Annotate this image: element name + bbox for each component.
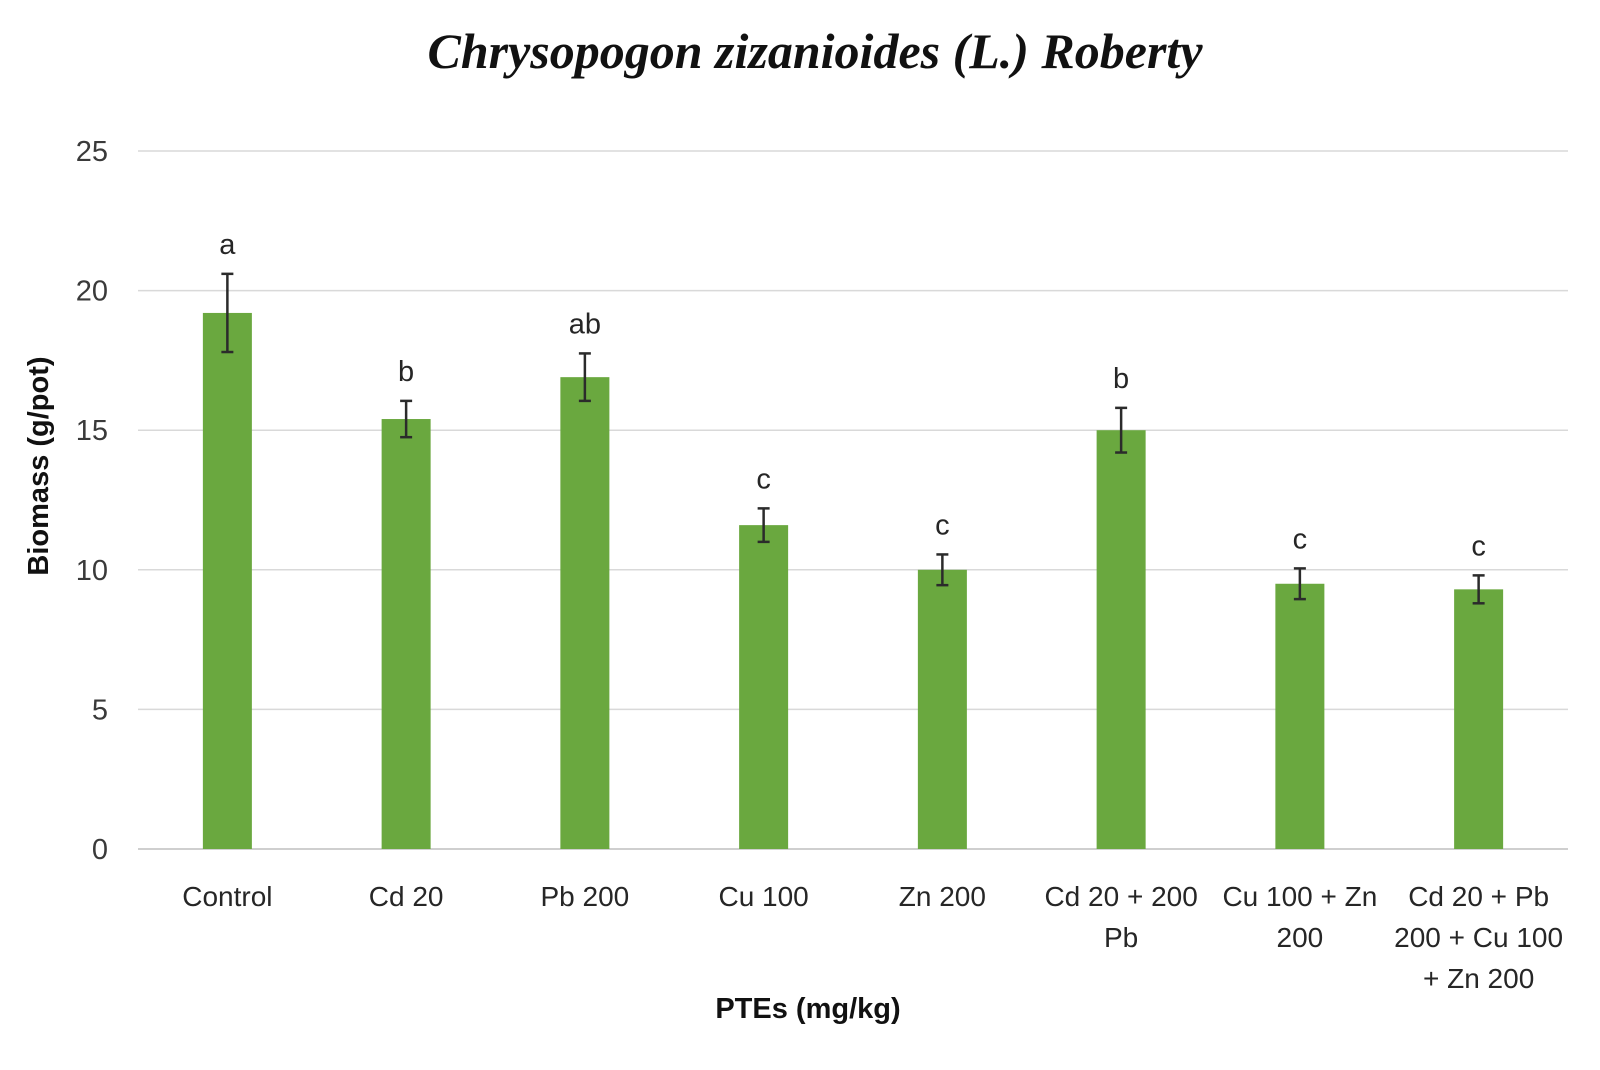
significance-label: b	[398, 356, 414, 388]
significance-label: c	[1293, 523, 1308, 555]
x-category-label: Control	[182, 881, 272, 912]
x-category-label-line: Cu 100 + Zn	[1222, 881, 1377, 912]
y-tick-label: 20	[76, 276, 108, 308]
x-category-label-line: Control	[182, 881, 272, 912]
x-category-label-line: 200 + Cu 100	[1394, 922, 1563, 953]
significance-label: ab	[569, 308, 601, 340]
significance-label: c	[756, 463, 771, 495]
bar	[560, 377, 610, 849]
x-axis-categories: Control Cd 20 Pb 200 Cu 100 Zn 200 Cd 20 + 20…	[182, 881, 1563, 994]
x-category-label: Cd 20 + Pb 200 + Cu 100 + Zn 200	[1394, 881, 1563, 994]
significance-label: c	[935, 509, 950, 541]
y-tick-label: 5	[92, 694, 108, 726]
bar	[917, 569, 967, 849]
y-tick-label: 25	[76, 136, 108, 168]
significance-label: c	[1471, 530, 1486, 562]
x-category-label: Zn 200	[899, 881, 986, 912]
x-category-label-line: Zn 200	[899, 881, 986, 912]
y-tick-label: 15	[76, 415, 108, 447]
x-category-label-line: + Zn 200	[1423, 963, 1534, 994]
y-axis-title: Biomass (g/pot)	[23, 356, 55, 575]
x-category-label-line: Pb 200	[541, 881, 630, 912]
significance-label: b	[1113, 363, 1129, 395]
x-category-label-line: Cd 20 + Pb	[1408, 881, 1549, 912]
error-bars	[221, 272, 1485, 605]
bars	[202, 312, 1504, 849]
chart-title: Chrysopogon zizanioides (L.) Roberty	[427, 23, 1203, 79]
y-tick-label: 10	[76, 555, 108, 587]
grid-lines	[138, 150, 1568, 850]
x-category-label-line: Cd 20	[369, 881, 444, 912]
x-category-label-line: Cd 20 + 200	[1044, 881, 1197, 912]
bar	[1096, 430, 1146, 849]
bar	[739, 525, 789, 849]
x-category-label-line: Cu 100	[718, 881, 808, 912]
x-category-label: Cu 100 + Zn 200	[1222, 881, 1377, 953]
x-category-label: Cd 20 + 200 Pb	[1044, 881, 1197, 953]
y-tick-label: 0	[92, 834, 108, 866]
bar	[381, 419, 431, 849]
bar	[1454, 589, 1504, 849]
x-axis-title: PTEs (mg/kg)	[715, 993, 900, 1025]
x-category-label-line: 200	[1277, 922, 1324, 953]
x-category-label: Cu 100	[718, 881, 808, 912]
y-axis-ticks: 0 5 10 15 20 25	[76, 136, 108, 866]
x-category-label-line: Pb	[1104, 922, 1138, 953]
bar	[202, 312, 252, 849]
significance-label: a	[219, 229, 236, 261]
x-category-label: Pb 200	[541, 881, 630, 912]
x-category-label: Cd 20	[369, 881, 444, 912]
bar	[1275, 583, 1325, 849]
